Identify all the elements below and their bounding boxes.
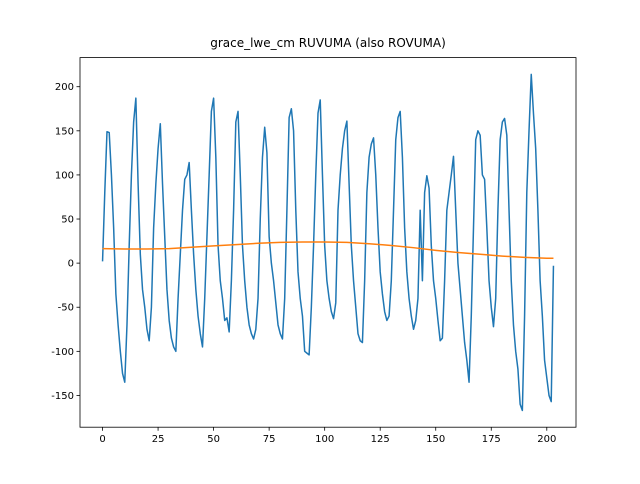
y-tick-label: 100 [55,170,74,181]
y-tick-label: 0 [68,259,74,270]
x-tick-label: 150 [426,434,445,445]
y-tick-label: 200 [55,82,74,93]
data-line [102,241,554,260]
y-tick-label: 150 [55,126,74,137]
plot-frame [79,57,577,428]
data-line [101,73,555,412]
chart-title: grace_lwe_cm RUVUMA (also ROVUMA) [210,36,446,50]
x-tick-label: 200 [537,434,556,445]
y-tick-label: -50 [58,303,74,314]
x-tick-label: 175 [482,434,501,445]
x-tick-label: 50 [207,434,220,445]
x-tick-label: 25 [152,434,165,445]
x-tick-label: 75 [263,434,276,445]
y-tick-label: -150 [51,391,74,402]
x-tick-label: 125 [371,434,390,445]
y-tick-label: -100 [51,347,74,358]
y-tick-label: 50 [61,215,74,226]
x-tick-label: 0 [99,434,105,445]
x-tick-label: 100 [315,434,334,445]
